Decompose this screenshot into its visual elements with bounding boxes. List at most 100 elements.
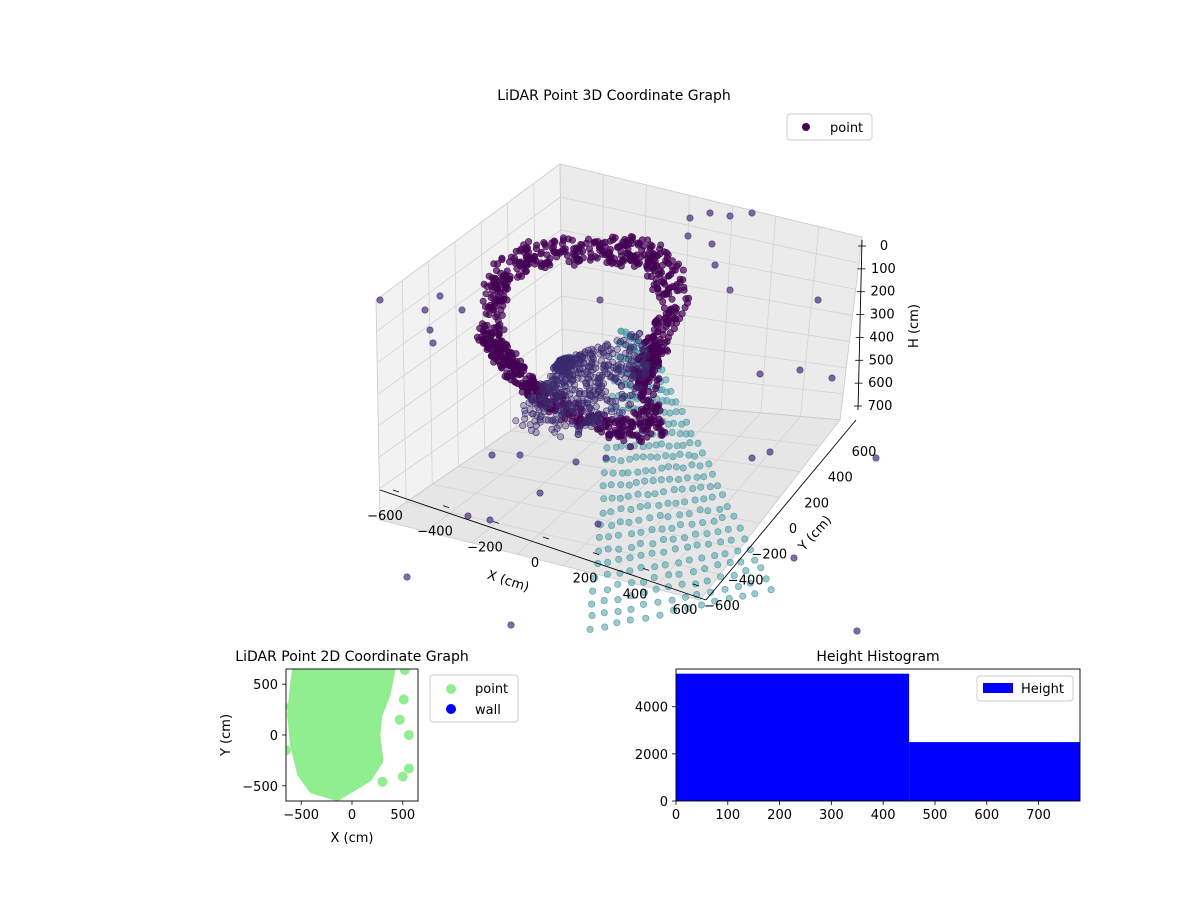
point-3d [667, 387, 675, 395]
point-3d [503, 353, 511, 361]
legend-histogram-label: Height [1021, 682, 1064, 697]
point-3d [564, 397, 572, 405]
point-3d [595, 384, 603, 392]
point-3d [485, 311, 493, 319]
point-3d [644, 502, 652, 510]
point-3d [721, 550, 729, 558]
point-3d [643, 408, 651, 416]
point-3d [698, 449, 706, 457]
point-3d [519, 421, 527, 429]
point-3d [476, 324, 484, 332]
point-3d [646, 514, 654, 522]
y-tick-label-3d: 400 [828, 471, 853, 486]
point-3d [550, 243, 558, 251]
point-3d [594, 520, 602, 528]
point-3d [632, 333, 640, 341]
point-3d [664, 463, 672, 471]
point-3d [618, 394, 626, 402]
point-3d [651, 490, 659, 498]
point-3d [652, 585, 660, 593]
point-3d [659, 331, 667, 339]
point-3d [627, 505, 635, 513]
point-3d [458, 306, 466, 314]
point-3d [565, 258, 573, 266]
point-3d [670, 419, 678, 427]
point-3d [537, 263, 545, 271]
point-3d [630, 333, 638, 341]
point-3d [625, 401, 633, 409]
point-3d [611, 234, 619, 242]
point-3d [527, 394, 535, 402]
y-tick-label-2d: 0 [270, 729, 278, 744]
point-3d [713, 482, 721, 490]
point-3d [607, 404, 615, 412]
point-3d [658, 525, 666, 533]
legend-3d: point [786, 113, 873, 141]
x-tick-3d [592, 552, 600, 556]
point-3d [516, 262, 524, 270]
y-tick-label-3d: −200 [751, 548, 787, 563]
point-3d [697, 601, 705, 609]
point-3d [689, 485, 697, 493]
point-3d [602, 388, 610, 396]
point-3d [543, 251, 551, 259]
point-3d [717, 538, 725, 546]
point-3d [487, 281, 495, 289]
x-tick-3d [392, 489, 400, 493]
point-3d [635, 516, 643, 524]
point-3d [639, 600, 647, 608]
point-3d [556, 391, 564, 399]
x-tick-label-histogram: 500 [923, 808, 948, 823]
point-3d [710, 517, 718, 525]
point-3d [681, 498, 689, 506]
point-3d [589, 354, 597, 362]
point-3d [668, 596, 676, 604]
point-3d [711, 597, 719, 605]
point-3d [496, 321, 504, 329]
plot-frame-histogram [675, 668, 1081, 802]
point-3d [766, 448, 774, 456]
y-tick-label-3d: −400 [728, 573, 764, 588]
point-3d [675, 559, 683, 567]
point-3d [762, 575, 770, 583]
x-axis-line [379, 489, 707, 601]
point-3d [696, 462, 704, 470]
point-3d [421, 306, 429, 314]
legend-2d-label-point: point [475, 682, 508, 697]
point-3d [562, 401, 570, 409]
point-3d [627, 423, 635, 431]
point-3d [497, 364, 505, 372]
point-3d [592, 390, 600, 398]
point-3d [570, 407, 578, 415]
point-3d [486, 304, 494, 312]
point-3d [655, 289, 663, 297]
point-3d [605, 352, 613, 360]
point-cloud-2d [287, 669, 396, 801]
point-3d [665, 272, 673, 280]
point-3d [626, 443, 634, 451]
point-3d [678, 580, 686, 588]
point-3d [675, 570, 683, 578]
z-axis-label-3d: H (cm) [907, 304, 922, 348]
point-3d [673, 442, 681, 450]
point-3d [626, 344, 634, 352]
point-3d [533, 241, 541, 249]
point-3d [627, 605, 635, 613]
point-3d [617, 353, 625, 361]
point-3d [526, 421, 534, 429]
point-3d [563, 415, 571, 423]
x-ticks-histogram: 0 100 200 300 400 500 600 700 [672, 801, 1051, 823]
point-3d [741, 535, 749, 543]
point-3d [668, 524, 676, 532]
point-3d [507, 621, 515, 629]
point-3d [718, 491, 726, 499]
point-3d [626, 391, 634, 399]
point-3d [746, 579, 754, 587]
histogram-bar [676, 673, 910, 801]
point-3d [666, 409, 674, 417]
point-3d [632, 478, 640, 486]
y-tick-label-3d: 0 [789, 522, 797, 537]
point-3d [624, 492, 632, 500]
point-3d [605, 423, 613, 431]
